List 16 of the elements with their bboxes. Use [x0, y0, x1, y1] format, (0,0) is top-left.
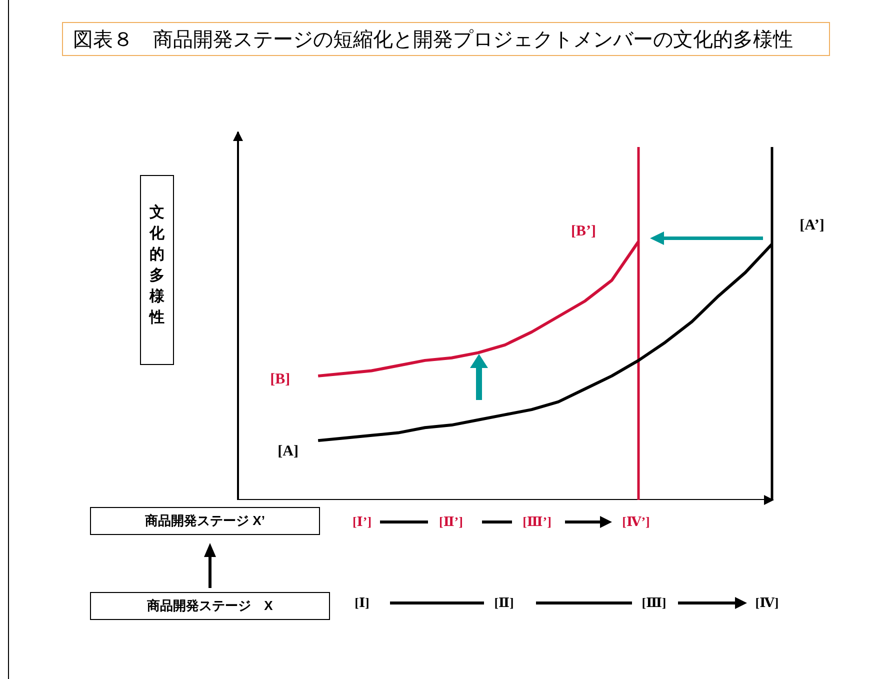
- y-axis-title: 文化的多様性: [140, 175, 174, 365]
- text: [Ⅰ’]: [352, 514, 372, 530]
- text: [Ⅰ]: [354, 595, 370, 611]
- text: [Ⅲ]: [642, 595, 666, 611]
- annotation: [A]: [278, 443, 299, 460]
- text: [Ⅳ’]: [622, 514, 650, 530]
- text: [B’]: [571, 223, 596, 240]
- text: [Ⅲ’]: [522, 514, 552, 530]
- text: [Ⅱ]: [494, 595, 514, 611]
- text: [Ⅱ’]: [439, 514, 463, 530]
- text: [A’]: [800, 218, 824, 235]
- annotation: [B]: [270, 371, 290, 388]
- chart-title: 図表８ 商品開発ステージの短縮化と開発プロジェクトメンバーの文化的多様性: [62, 22, 830, 56]
- text: 商品開発ステージ X: [90, 592, 330, 620]
- text: [Ⅳ]: [755, 595, 779, 611]
- text: 商品開発ステージ X’: [90, 507, 320, 535]
